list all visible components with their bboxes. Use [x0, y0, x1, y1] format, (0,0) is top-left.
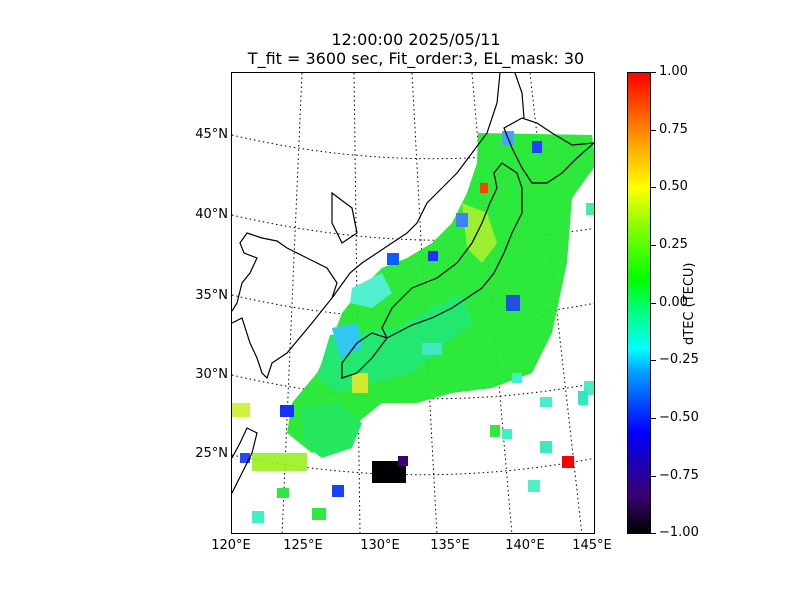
map-panel: [231, 72, 595, 534]
figure-title-line2: T_fit = 3600 sec, Fit_order:3, EL_mask: …: [247, 49, 585, 68]
lon-label-145: 145°E: [572, 538, 612, 553]
lon-label-125: 125°E: [283, 538, 323, 553]
colorbar-tick-label: −0.50: [659, 410, 699, 425]
lat-label-30: 30°N: [195, 367, 228, 382]
colorbar-title: dTEC (TECU): [682, 261, 697, 345]
coastlines: [232, 73, 594, 494]
figure-title-line1: 12:00:00 2025/05/11: [331, 30, 501, 49]
dtec-data-layer: [232, 131, 594, 523]
map-svg: [232, 73, 594, 533]
colorbar-tick-label: 0.00: [659, 295, 688, 310]
colorbar-tick-label: −1.00: [659, 525, 699, 540]
lat-label-45: 45°N: [195, 127, 228, 142]
colorbar-tick-label: 0.75: [659, 122, 688, 137]
colorbar-tick-label: 1.00: [659, 64, 688, 79]
lon-label-130: 130°E: [360, 538, 400, 553]
colorbar-tick-label: −0.75: [659, 468, 699, 483]
lon-label-140: 140°E: [505, 538, 545, 553]
colorbar-tick-label: −0.25: [659, 352, 699, 367]
lat-label-40: 40°N: [195, 207, 228, 222]
colorbar: [627, 72, 651, 534]
colorbar-tick-label: 0.50: [659, 179, 688, 194]
lon-label-135: 135°E: [430, 538, 470, 553]
lon-label-120: 120°E: [211, 538, 251, 553]
colorbar-tick-label: 0.25: [659, 237, 688, 252]
lat-label-35: 35°N: [195, 288, 228, 303]
lat-label-25: 25°N: [195, 446, 228, 461]
